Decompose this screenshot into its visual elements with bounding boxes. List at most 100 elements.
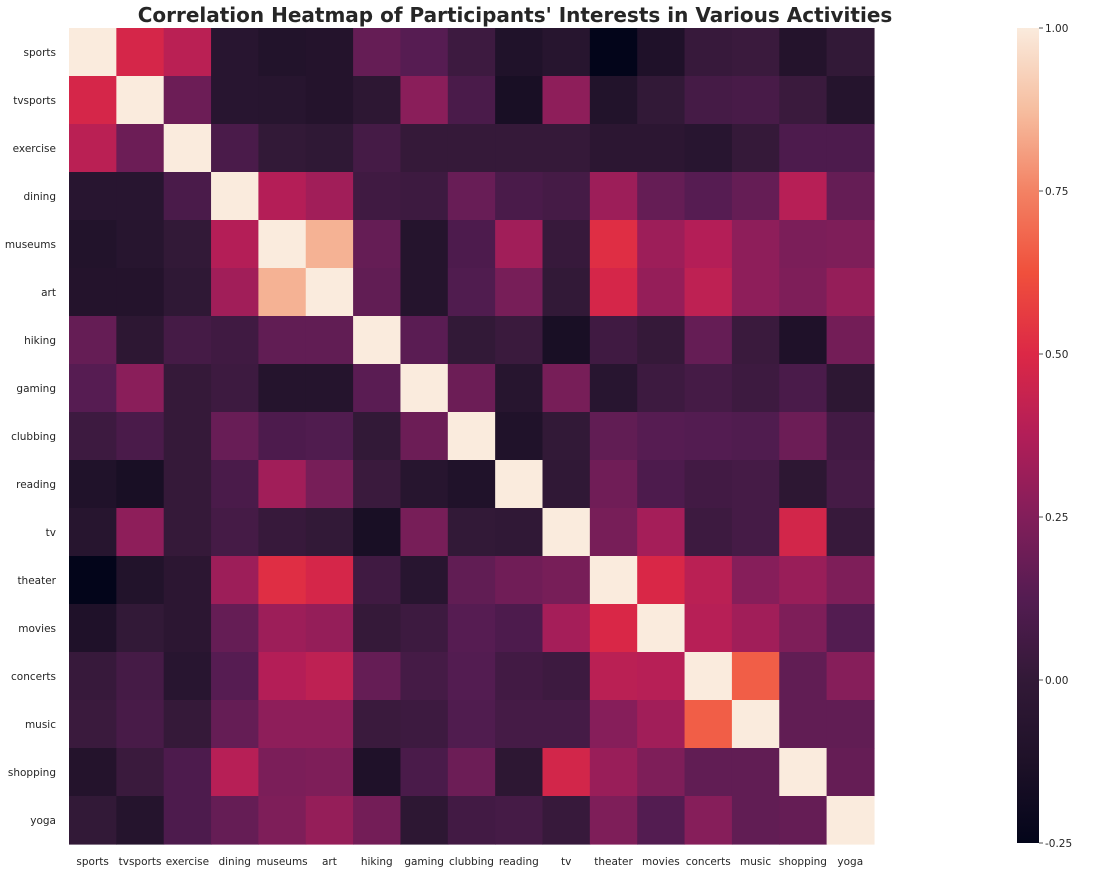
heatmap-cell-art-tvsports — [116, 268, 165, 317]
heatmap-cell-sports-shopping — [779, 28, 828, 77]
heatmap-cell-exercise-clubbing — [447, 124, 496, 173]
heatmap-cell-tvsports-clubbing — [447, 76, 496, 125]
heatmap-cell-theater-exercise — [163, 556, 212, 605]
heatmap-cell-tv-exercise — [163, 508, 212, 557]
heatmap-cell-art-yoga — [826, 268, 875, 317]
heatmap-cell-shopping-movies — [637, 748, 686, 797]
heatmap-cell-movies-hiking — [353, 604, 402, 653]
y-tick-label-tvsports: tvsports — [13, 95, 56, 107]
heatmap-cell-music-reading — [495, 700, 544, 749]
heatmap-cell-clubbing-gaming — [400, 412, 449, 461]
heatmap-cell-art-art — [305, 268, 354, 317]
heatmap-cell-music-gaming — [400, 700, 449, 749]
heatmap-cell-dining-yoga — [826, 172, 875, 221]
heatmap-cell-yoga-yoga — [826, 796, 875, 845]
heatmap-cell-movies-tv — [542, 604, 591, 653]
heatmap-cell-gaming-movies — [637, 364, 686, 413]
y-tick-label-clubbing: clubbing — [11, 431, 56, 443]
heatmap-cell-museums-theater — [589, 220, 638, 269]
heatmap-cell-tv-clubbing — [447, 508, 496, 557]
heatmap-cell-clubbing-dining — [211, 412, 259, 461]
heatmap-cell-shopping-museums — [258, 748, 307, 797]
x-tick-label-clubbing: clubbing — [449, 856, 494, 868]
heatmap-cell-theater-concerts — [684, 556, 733, 605]
heatmap-cell-exercise-tvsports — [116, 124, 165, 173]
heatmap-cell-tv-museums — [258, 508, 307, 557]
y-tick-label-concerts: concerts — [11, 671, 56, 683]
heatmap-cell-gaming-theater — [589, 364, 638, 413]
heatmap-cell-tvsports-yoga — [826, 76, 875, 125]
heatmap-cell-concerts-sports — [69, 652, 117, 701]
heatmap-cell-movies-sports — [69, 604, 117, 653]
chart-title: Correlation Heatmap of Participants' Int… — [138, 3, 893, 27]
x-tick-label-concerts: concerts — [686, 856, 731, 868]
heatmap-cell-movies-tvsports — [116, 604, 165, 653]
heatmap-cell-hiking-museums — [258, 316, 307, 365]
heatmap-cell-theater-reading — [495, 556, 544, 605]
heatmap-cell-clubbing-theater — [589, 412, 638, 461]
heatmap-cell-hiking-hiking — [353, 316, 402, 365]
heatmap-cell-gaming-art — [305, 364, 354, 413]
heatmap-cell-concerts-reading — [495, 652, 544, 701]
heatmap-cell-sports-museums — [258, 28, 307, 77]
heatmap-cell-movies-reading — [495, 604, 544, 653]
heatmap-cell-theater-hiking — [353, 556, 402, 605]
heatmap-cell-hiking-art — [305, 316, 354, 365]
heatmap-cell-movies-shopping — [779, 604, 828, 653]
heatmap-cell-tv-dining — [211, 508, 259, 557]
heatmap-cell-dining-art — [305, 172, 354, 221]
heatmap-cell-reading-clubbing — [447, 460, 496, 509]
heatmap-cell-exercise-hiking — [353, 124, 402, 173]
heatmap-cell-tvsports-art — [305, 76, 354, 125]
heatmap-cell-yoga-dining — [211, 796, 259, 845]
heatmap-cell-sports-gaming — [400, 28, 449, 77]
heatmap-cell-music-museums — [258, 700, 307, 749]
heatmap-cell-concerts-tv — [542, 652, 591, 701]
heatmap-cell-yoga-tv — [542, 796, 591, 845]
heatmap-cell-sports-art — [305, 28, 354, 77]
heatmap-cell-movies-dining — [211, 604, 259, 653]
heatmap-cell-dining-clubbing — [447, 172, 496, 221]
heatmap-cell-theater-theater — [589, 556, 638, 605]
heatmap-cell-concerts-dining — [211, 652, 259, 701]
heatmap-cell-gaming-exercise — [163, 364, 212, 413]
heatmap-cell-reading-tv — [542, 460, 591, 509]
heatmap-cell-shopping-yoga — [826, 748, 875, 797]
heatmap-cell-museums-tvsports — [116, 220, 165, 269]
heatmap-cell-exercise-shopping — [779, 124, 828, 173]
y-tick-label-sports: sports — [24, 47, 56, 59]
heatmap-cell-exercise-art — [305, 124, 354, 173]
colorbar-tick-label: 0.50 — [1045, 349, 1068, 361]
heatmap-cell-clubbing-concerts — [684, 412, 733, 461]
heatmap-cell-movies-music — [731, 604, 780, 653]
heatmap-cell-gaming-gaming — [400, 364, 449, 413]
heatmap-cell-art-exercise — [163, 268, 212, 317]
heatmap-cell-clubbing-tvsports — [116, 412, 165, 461]
heatmap-cell-museums-shopping — [779, 220, 828, 269]
heatmap-cell-museums-music — [731, 220, 780, 269]
heatmap-cell-exercise-theater — [589, 124, 638, 173]
y-tick-label-exercise: exercise — [13, 143, 56, 155]
heatmap-cell-gaming-clubbing — [447, 364, 496, 413]
heatmap-cell-exercise-gaming — [400, 124, 449, 173]
heatmap-cell-music-shopping — [779, 700, 828, 749]
heatmap-cell-shopping-dining — [211, 748, 259, 797]
heatmap-cell-museums-museums — [258, 220, 307, 269]
heatmap-cell-dining-tv — [542, 172, 591, 221]
heatmap-cell-tvsports-hiking — [353, 76, 402, 125]
heatmap-cell-theater-music — [731, 556, 780, 605]
heatmap-cell-dining-hiking — [353, 172, 402, 221]
heatmap-cell-sports-hiking — [353, 28, 402, 77]
heatmap-cell-tv-art — [305, 508, 354, 557]
heatmap-cell-art-clubbing — [447, 268, 496, 317]
heatmap-cell-hiking-sports — [69, 316, 117, 365]
heatmap-cell-museums-movies — [637, 220, 686, 269]
x-tick-label-shopping: shopping — [779, 856, 827, 868]
heatmap-cell-tv-hiking — [353, 508, 402, 557]
heatmap-cell-shopping-clubbing — [447, 748, 496, 797]
heatmap-cell-tvsports-concerts — [684, 76, 733, 125]
colorbar-tick-label: 0.75 — [1045, 186, 1068, 198]
heatmap-cell-sports-theater — [589, 28, 638, 77]
heatmap-cell-reading-hiking — [353, 460, 402, 509]
heatmap-cell-movies-museums — [258, 604, 307, 653]
